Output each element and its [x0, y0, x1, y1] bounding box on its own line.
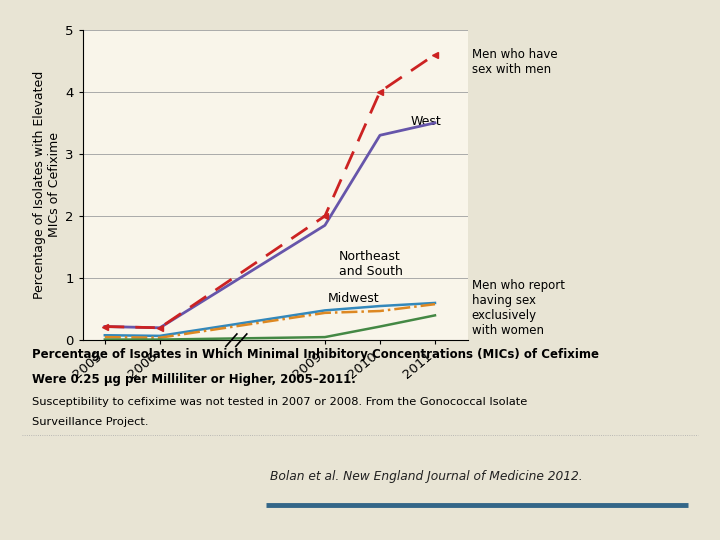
- Text: Northeast
and South: Northeast and South: [338, 251, 402, 279]
- Text: Men who have
sex with men: Men who have sex with men: [472, 48, 557, 76]
- Y-axis label: Percentage of Isolates with Elevated
MICs of Cefixime: Percentage of Isolates with Elevated MIC…: [33, 71, 61, 299]
- Text: Susceptibility to cefixime was not tested in 2007 or 2008. From the Gonococcal I: Susceptibility to cefixime was not teste…: [32, 397, 528, 407]
- Text: Bolan et al. New England Journal of Medicine 2012.: Bolan et al. New England Journal of Medi…: [270, 470, 582, 483]
- Text: Were 0.25 μg per Milliliter or Higher, 2005–2011.: Were 0.25 μg per Milliliter or Higher, 2…: [32, 373, 356, 386]
- Text: Surveillance Project.: Surveillance Project.: [32, 417, 149, 427]
- Text: Midwest: Midwest: [328, 292, 379, 305]
- Text: Men who report
having sex
exclusively
with women: Men who report having sex exclusively wi…: [472, 279, 565, 336]
- Text: Percentage of Isolates in Which Minimal Inhibitory Concentrations (MICs) of Cefi: Percentage of Isolates in Which Minimal …: [32, 348, 599, 361]
- Text: West: West: [410, 115, 441, 128]
